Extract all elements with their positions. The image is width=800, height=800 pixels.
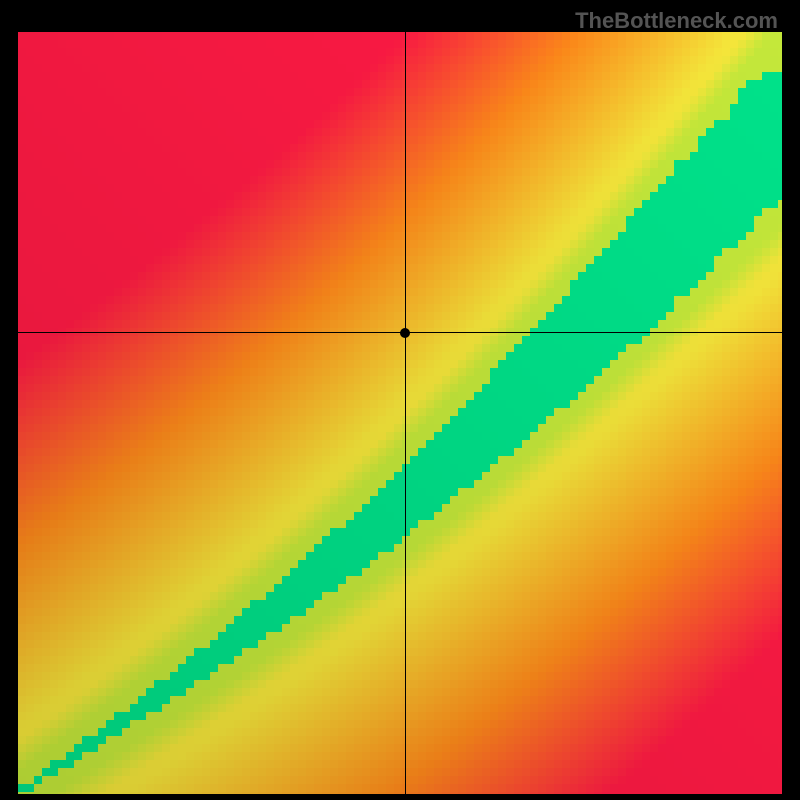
plot-area xyxy=(18,32,782,794)
crosshair-vertical xyxy=(405,32,406,794)
chart-container: TheBottleneck.com xyxy=(0,0,800,800)
watermark-text: TheBottleneck.com xyxy=(575,8,778,34)
heatmap-canvas xyxy=(18,32,782,794)
crosshair-marker xyxy=(400,328,410,338)
